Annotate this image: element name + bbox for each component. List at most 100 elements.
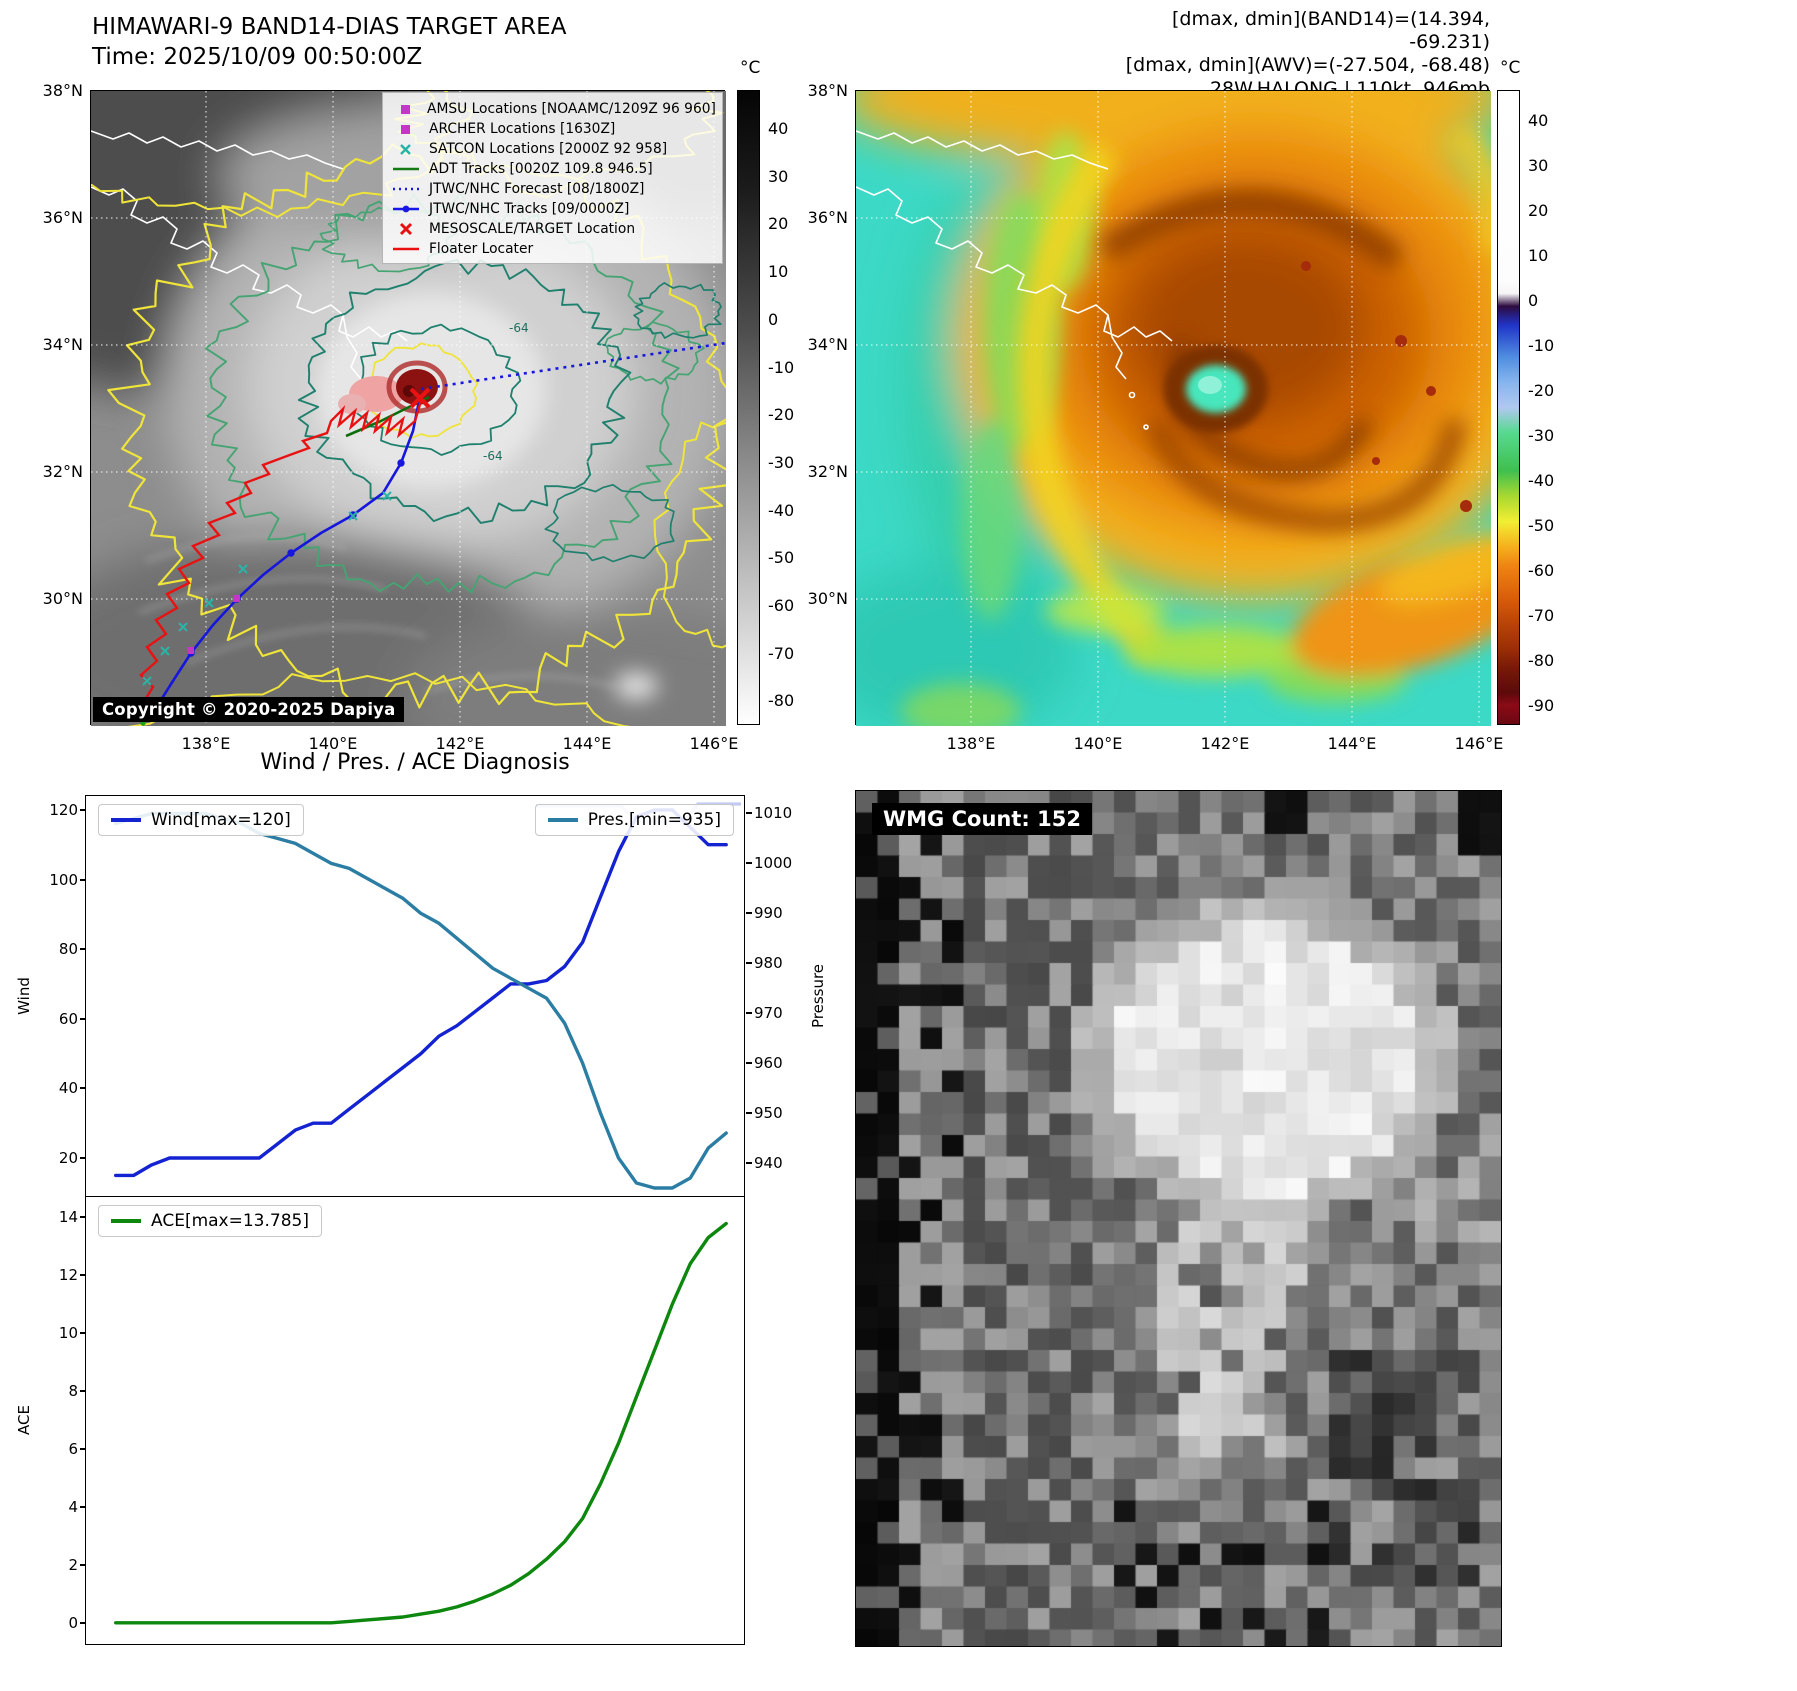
colorbar-tick: -30	[768, 452, 795, 472]
lon-tick-label: 142°E	[435, 734, 485, 753]
colorbar-tick: -40	[1528, 471, 1555, 490]
colorbar-tick: 30	[1528, 156, 1549, 175]
axis-tick-mark	[80, 1216, 86, 1219]
chart-legend: Pres.[min=935]	[534, 804, 734, 836]
colorbar-tick: -70	[1528, 606, 1555, 625]
axis-tick-mark	[80, 1274, 86, 1277]
legend-item: JTWC/NHC Tracks [09/0000Z]	[391, 199, 714, 218]
contour-label: -64	[483, 449, 503, 463]
axis-tick-mark	[80, 1156, 86, 1159]
axis-tick-label: 14	[58, 1208, 78, 1227]
axis-tick-mark	[80, 1087, 86, 1090]
axis-tick-mark	[80, 1390, 86, 1393]
axis-tick-label: 8	[68, 1382, 78, 1401]
x-red-icon	[391, 222, 423, 236]
ace-axis-label: ACE	[15, 1405, 33, 1435]
colorbar-tick: -20	[1528, 381, 1555, 400]
axis-tick-mark	[746, 1012, 752, 1015]
axis-tick-label: 60	[58, 1009, 78, 1028]
chart-legend-label: ACE[max=13.785]	[151, 1211, 309, 1231]
legend-line-sample	[111, 818, 141, 822]
legend-item-label: Floater Locater	[429, 240, 534, 257]
chart-legend: Wind[max=120]	[98, 804, 304, 836]
axis-tick-mark	[746, 862, 752, 865]
axis-tick-label: 950	[754, 1104, 783, 1123]
legend-item: SATCON Locations [2000Z 92 958]	[391, 139, 714, 158]
line-red-icon	[391, 242, 423, 256]
colorbar-tick: 20	[768, 214, 789, 234]
band14-title-block: HIMAWARI-9 BAND14-DIAS TARGET AREA Time:…	[92, 12, 566, 73]
colorbar-tick: 10	[1528, 246, 1549, 265]
colorbar-tick: -70	[768, 643, 795, 663]
axis-tick-mark	[80, 1448, 86, 1451]
colorbar-tick: -30	[1528, 426, 1555, 445]
legend-item-label: JTWC/NHC Forecast [08/1800Z]	[429, 180, 645, 197]
lat-tick-label: 34°N	[42, 335, 83, 354]
legend-item-label: JTWC/NHC Tracks [09/0000Z]	[429, 200, 630, 217]
colorbar-tick: 0	[768, 309, 779, 329]
band14-map: AMSU Locations [NOAAMC/1209Z 96 960] ARCH…	[43, 81, 739, 753]
axis-tick-label: 4	[68, 1497, 78, 1516]
lon-tick-label: 146°E	[1454, 734, 1504, 753]
band14-title: HIMAWARI-9 BAND14-DIAS TARGET AREA	[92, 14, 567, 40]
lat-tick-label: 30°N	[42, 589, 83, 608]
colorbar-tick: -80	[768, 691, 795, 711]
lon-tick-label: 140°E	[308, 734, 358, 753]
lat-tick-label: 38°N	[42, 81, 83, 100]
axis-tick-label: 980	[754, 954, 783, 973]
axis-tick-mark	[80, 1621, 86, 1624]
chart-title: Wind / Pres. / ACE Diagnosis	[260, 750, 570, 775]
dotted-blue-icon	[391, 182, 423, 196]
axis-tick-mark	[80, 1332, 86, 1335]
axis-tick-mark	[746, 1162, 752, 1165]
colorbar-tick: 10	[768, 262, 789, 282]
axis-tick-mark	[746, 1062, 752, 1065]
axis-tick-mark	[80, 1017, 86, 1020]
legend-item: ADT Tracks [0020Z 109.8 946.5]	[391, 159, 714, 178]
lon-tick-label: 138°E	[181, 734, 231, 753]
legend-item-label: AMSU Locations [NOAAMC/1209Z 96 960]	[427, 100, 716, 117]
legend-item-label: MESOSCALE/TARGET Location	[429, 220, 636, 237]
colorbar-tick: -10	[1528, 336, 1555, 355]
axis-tick-label: 12	[58, 1266, 78, 1285]
axis-tick-label: 960	[754, 1054, 783, 1073]
lon-tick-label: 144°E	[562, 734, 612, 753]
colorbar-tick: -10	[768, 357, 795, 377]
colorbar-tick: 0	[1528, 291, 1539, 310]
axis-tick-label: 120	[49, 800, 78, 819]
lat-tick-label: 32°N	[42, 462, 83, 481]
axis-tick-label: 0	[68, 1613, 78, 1632]
axis-tick-mark	[746, 1112, 752, 1115]
axis-tick-label: 990	[754, 904, 783, 923]
colorbar-tick: -20	[768, 405, 795, 425]
lat-tick-label: 32°N	[807, 462, 848, 481]
lon-tick-label: 146°E	[689, 734, 739, 753]
lat-tick-label: 34°N	[807, 335, 848, 354]
info-line-awv: [dmax, dmin](AWV)=(-27.504, -68.48)	[1125, 54, 1490, 77]
chart-legend-label: Pres.[min=935]	[587, 810, 721, 830]
legend-line-sample	[547, 818, 578, 822]
map-legend: AMSU Locations [NOAAMC/1209Z 96 960] ARCH…	[382, 92, 723, 264]
wmg-image	[855, 790, 1502, 1647]
legend-item: JTWC/NHC Forecast [08/1800Z]	[391, 179, 714, 198]
legend-item-label: ADT Tracks [0020Z 109.8 946.5]	[429, 160, 653, 177]
legend-item-label: SATCON Locations [2000Z 92 958]	[429, 140, 668, 157]
awv-colorbar-unit: °C	[1500, 58, 1521, 78]
awv-map: 38°N 36°N 34°N 32°N 30°N 138°E 140°E 142°E 144°E…	[808, 81, 1504, 753]
chart-legend: ACE[max=13.785]	[98, 1205, 322, 1237]
legend-line-sample	[111, 1219, 141, 1223]
axis-tick-mark	[80, 808, 86, 811]
axis-tick-label: 1010	[754, 804, 793, 823]
wmg-count-label: WMG Count: 152	[872, 803, 1092, 835]
square-magenta-icon	[391, 102, 421, 116]
legend-item: Floater Locater	[391, 239, 714, 258]
lon-tick-label: 138°E	[946, 734, 996, 753]
square-magenta-icon	[391, 122, 423, 136]
colorbar-tick: -80	[1528, 651, 1555, 670]
legend-item-label: ARCHER Locations [1630Z]	[429, 120, 616, 137]
lat-tick-label: 30°N	[807, 589, 848, 608]
copyright-label: Copyright © 2020-2025 Dapiya	[93, 697, 405, 722]
awv-colorbar: 40 30 20 10 0 -10 -20 -30 -40 -50 -60 -70 -80 -90	[1497, 90, 1554, 725]
line-green-icon	[391, 162, 423, 176]
lat-tick-label: 38°N	[807, 81, 848, 100]
